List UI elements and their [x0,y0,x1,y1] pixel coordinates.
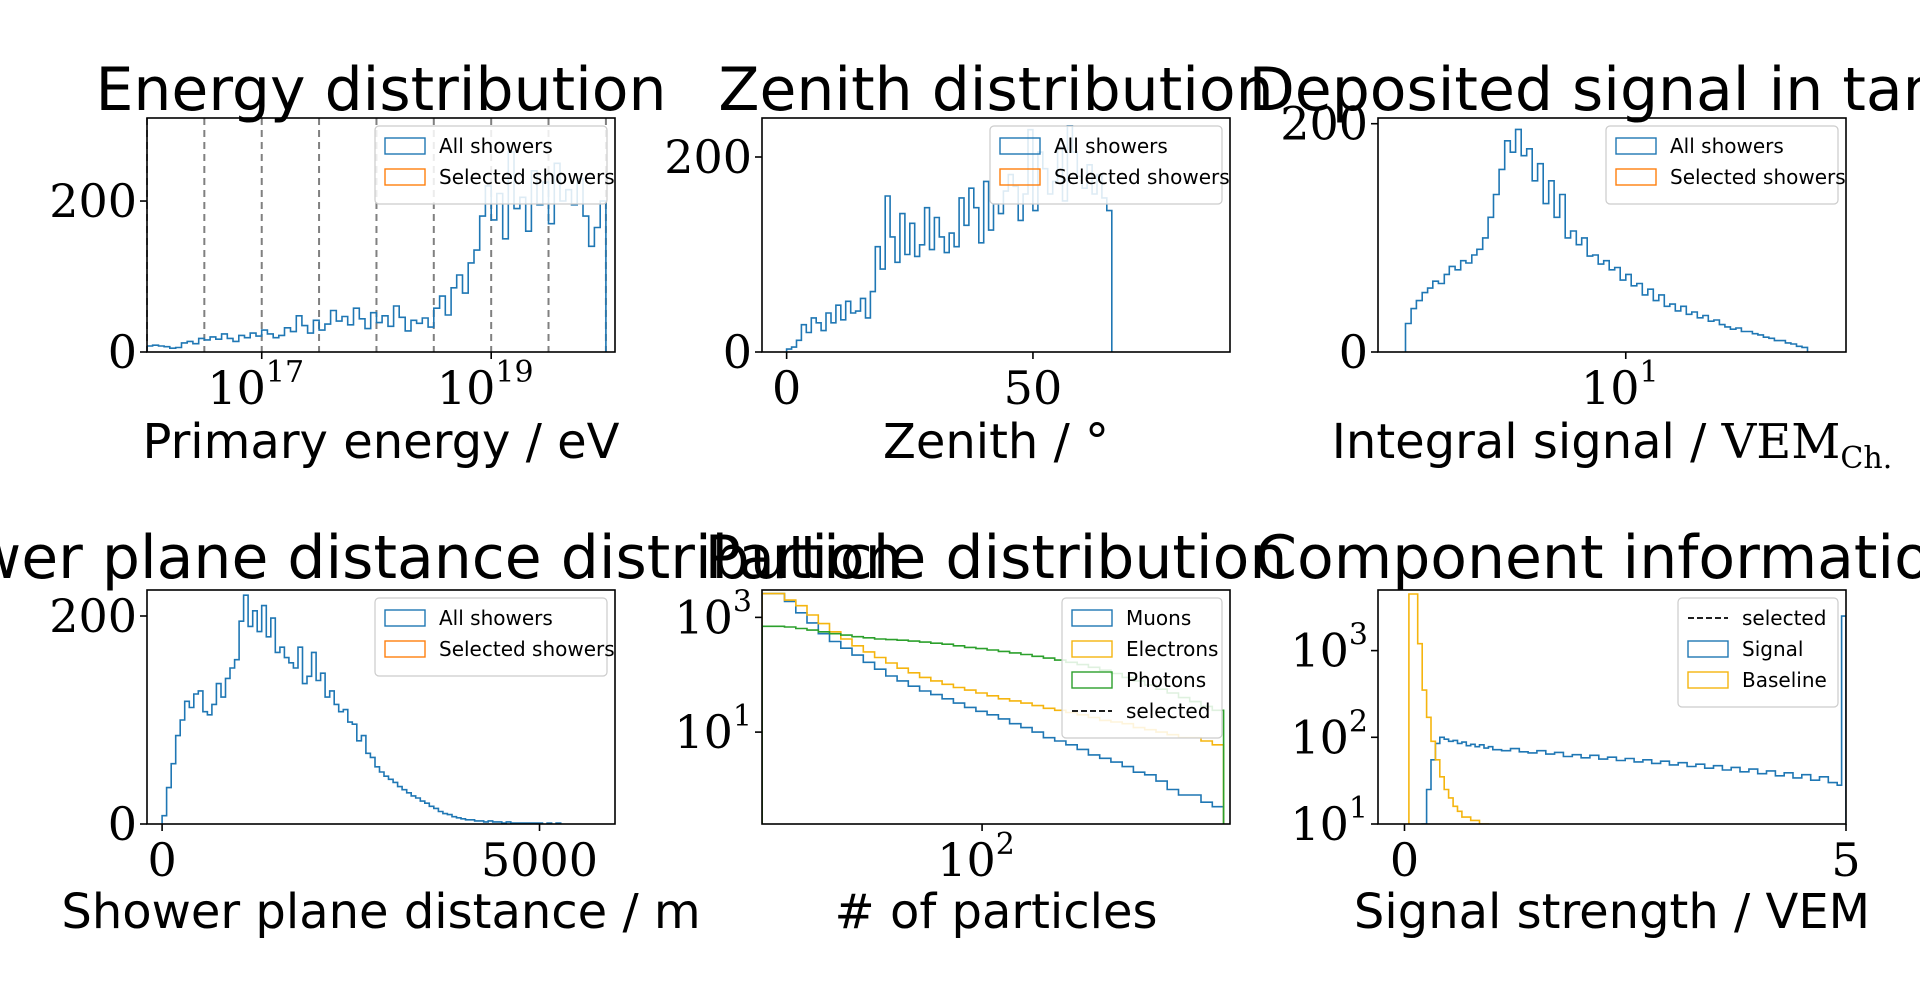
y-tick-label: 200 [664,130,752,184]
legend-swatch [384,137,426,155]
y-tick-label: 103 [1290,618,1368,678]
legend-swatch [1687,640,1729,658]
series-muons [762,592,1225,824]
chart-panel-4: 0 200 0 5000 Shower plane distance distribut… [0,523,903,940]
y-tick-label: 0 [108,797,137,851]
axes-frame [761,589,1231,825]
x-axis-label: Integral signal / VEMCh. [1332,414,1892,476]
series-baseline [1408,593,1490,824]
x-tick-label: 0 [1390,833,1419,887]
x-axis-label: # of particles [834,884,1157,940]
chart-title: Zenith distribution [718,55,1273,125]
x-tick-label: 5 [1831,833,1860,887]
x-axis-label: Shower plane distance / m [61,884,700,940]
legend-label: Selected showers [439,637,615,661]
legend-swatch [384,168,426,186]
series-all-showers [1404,128,1809,352]
x-axis-label: Zenith / ° [883,414,1109,470]
legend-label: All showers [439,134,553,158]
legend-label: All showers [1670,134,1784,158]
y-tick-label: 101 [1290,791,1368,851]
x-tick-label: 101 [1581,355,1659,415]
legend-swatch [1687,671,1729,689]
legend-swatch [999,168,1041,186]
x-axis-label: Primary energy / eV [142,414,619,470]
legend: selected Signal Baseline [1677,597,1839,708]
legend-swatch [384,609,426,627]
y-tick-label: 0 [108,325,137,379]
axes-frame [146,589,616,825]
legend-label: All showers [1054,134,1168,158]
legend-label: selected [1126,699,1210,723]
legend: All showers Selected showers [374,125,615,205]
legend: Muons Electrons Photons selected [1061,597,1223,739]
y-tick-label: 103 [674,584,752,644]
y-tick-label: 101 [674,699,752,759]
chart-panel-3: 0 200 101 Deposited signal in tank Integral … [1249,55,1920,476]
chart-title: Shower plane distance distribution [0,523,903,593]
legend-swatch [1071,640,1113,658]
legend-label: Signal [1742,637,1803,661]
axes-frame [1377,117,1847,353]
axes-frame [146,117,616,353]
legend-label: All showers [439,606,553,630]
chart-panel-5: 101 103 102 Particle distribution # of parti… [674,523,1287,940]
chart-panel-2: 0 200 0 50 Zenith distribution Zenith / ° All … [664,55,1273,470]
legend-swatch [384,640,426,658]
legend-swatch [1615,168,1657,186]
legend: All showers Selected showers [1605,125,1846,205]
series-all-showers [161,594,562,824]
x-tick-label: 50 [1004,361,1063,415]
legend-label: Electrons [1126,637,1218,661]
y-tick-label: 200 [49,174,137,228]
axes-frame [761,117,1231,353]
legend-label: Baseline [1742,668,1827,692]
chart-title: Component information [1255,523,1920,593]
y-tick-label: 200 [49,589,137,643]
legend-swatch [999,137,1041,155]
legend: All showers Selected showers [989,125,1230,205]
x-tick-label: 1017 [207,355,304,415]
x-tick-label: 0 [772,361,801,415]
chart-title: Energy distribution [95,55,666,125]
legend-swatch [1615,137,1657,155]
x-axis-label: Signal strength / VEM [1354,884,1870,940]
chart-title: Particle distribution [705,523,1288,593]
chart-panel-1: 0 200 1017 1019 Energy distribution Primary e… [49,55,666,470]
x-tick-label: 5000 [481,833,598,887]
legend-label: selected [1742,606,1826,630]
chart-title: Deposited signal in tank [1249,55,1920,125]
x-tick-label: 1019 [437,355,534,415]
series-signal [1421,615,1846,824]
y-tick-label: 0 [1339,325,1368,379]
legend-label: Selected showers [1054,165,1230,189]
y-tick-label: 0 [723,325,752,379]
y-tick-label: 200 [1280,97,1368,151]
legend-swatch [1071,609,1113,627]
axes-frame [1377,589,1847,825]
legend-label: Selected showers [439,165,615,189]
legend-label: Photons [1126,668,1206,692]
legend-swatch [1071,671,1113,689]
x-tick-label: 102 [937,827,1015,887]
legend-label: Selected showers [1670,165,1846,189]
legend-label: Muons [1126,606,1191,630]
chart-panel-6: 101 102 103 0 5 Component information Signal s… [1255,523,1920,940]
legend: All showers Selected showers [374,597,615,677]
x-tick-label: 0 [147,833,176,887]
y-tick-label: 102 [1290,704,1368,764]
